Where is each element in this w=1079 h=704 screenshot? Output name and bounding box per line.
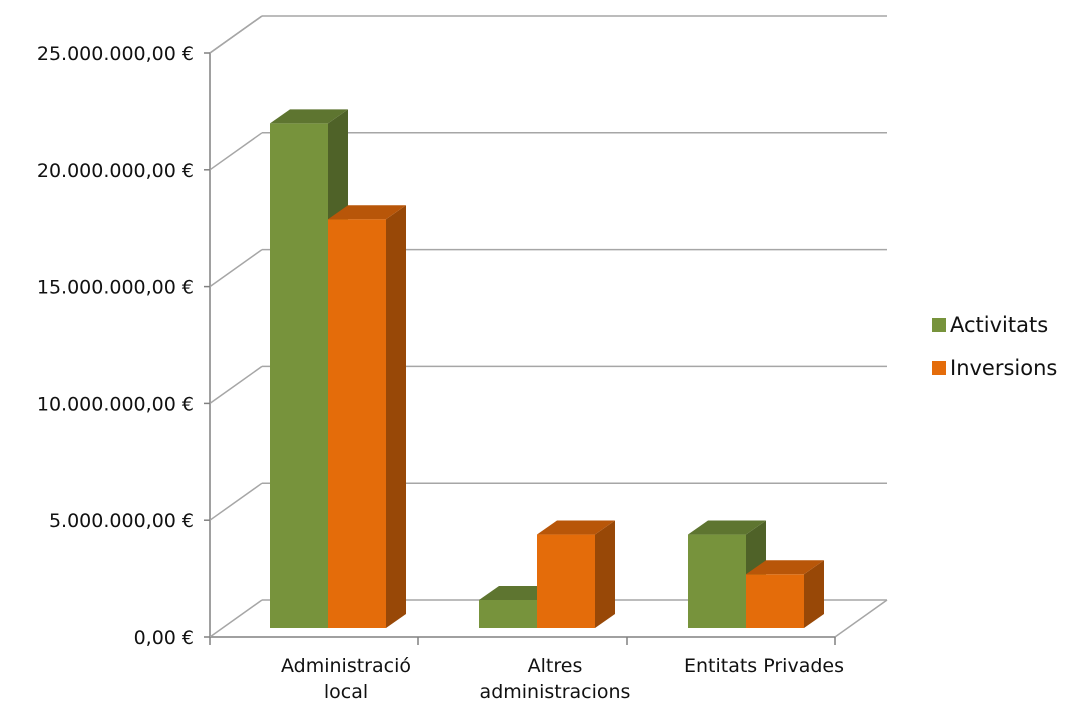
bar-inversions-0	[328, 205, 406, 628]
bar-front	[746, 574, 804, 628]
y-tick-label: 0,00 €	[134, 627, 194, 649]
bar-top	[270, 109, 348, 124]
bar-top	[328, 205, 406, 220]
legend-item-activitats: Activitats	[932, 313, 1048, 337]
y-tick-label: 5.000.000,00 €	[49, 510, 194, 532]
bar-front	[688, 534, 746, 628]
gridline-diagonal	[209, 248, 263, 288]
x-category-label: Altres administracions	[480, 655, 631, 703]
x-axis-labels: Administració local Altres administracions E…	[281, 655, 844, 703]
x-category-label: Entitats Privades	[684, 655, 844, 677]
gridline-diagonal	[209, 365, 263, 405]
x-category-label: Administració local	[281, 655, 411, 703]
y-tick-label: 10.000.000,00 €	[37, 393, 194, 415]
y-tick-label: 20.000.000,00 €	[37, 160, 194, 182]
x-category-label-line: local	[324, 681, 368, 703]
x-category-label-line: administracions	[480, 681, 631, 703]
gridline-diagonal	[209, 482, 263, 521]
y-axis-ticks: 0,00 € 5.000.000,00 € 10.000.000,00 € 15.00…	[37, 43, 836, 649]
legend-label: Activitats	[950, 313, 1048, 337]
floor-right-edge	[834, 599, 888, 638]
gridline-diagonal	[209, 599, 263, 638]
bars	[270, 109, 824, 628]
legend: Activitats Inversions	[932, 313, 1057, 380]
x-category-label-line: Entitats Privades	[684, 655, 844, 677]
bar-top	[746, 560, 824, 575]
bar-inversions-2	[746, 560, 824, 628]
bar-side	[386, 205, 406, 628]
legend-item-inversions: Inversions	[932, 356, 1057, 380]
bar-front	[537, 534, 595, 628]
legend-swatch	[932, 318, 946, 332]
bar-inversions-1	[537, 520, 615, 628]
gridline-diagonal	[209, 15, 263, 54]
y-tick-label: 15.000.000,00 €	[37, 277, 194, 299]
bar-top	[688, 520, 766, 535]
x-category-label-line: Administració	[281, 655, 411, 677]
bar-front	[479, 599, 537, 628]
gridline-diagonal	[209, 132, 263, 171]
bar-front	[270, 123, 328, 628]
y-tick-label: 25.000.000,00 €	[37, 43, 194, 65]
bar-side	[804, 560, 824, 628]
legend-label: Inversions	[950, 356, 1057, 380]
bar-side	[595, 520, 615, 628]
bar-front	[328, 219, 386, 628]
x-category-label-line: Altres	[528, 655, 583, 677]
legend-swatch	[932, 361, 946, 375]
bar-top	[537, 520, 615, 535]
